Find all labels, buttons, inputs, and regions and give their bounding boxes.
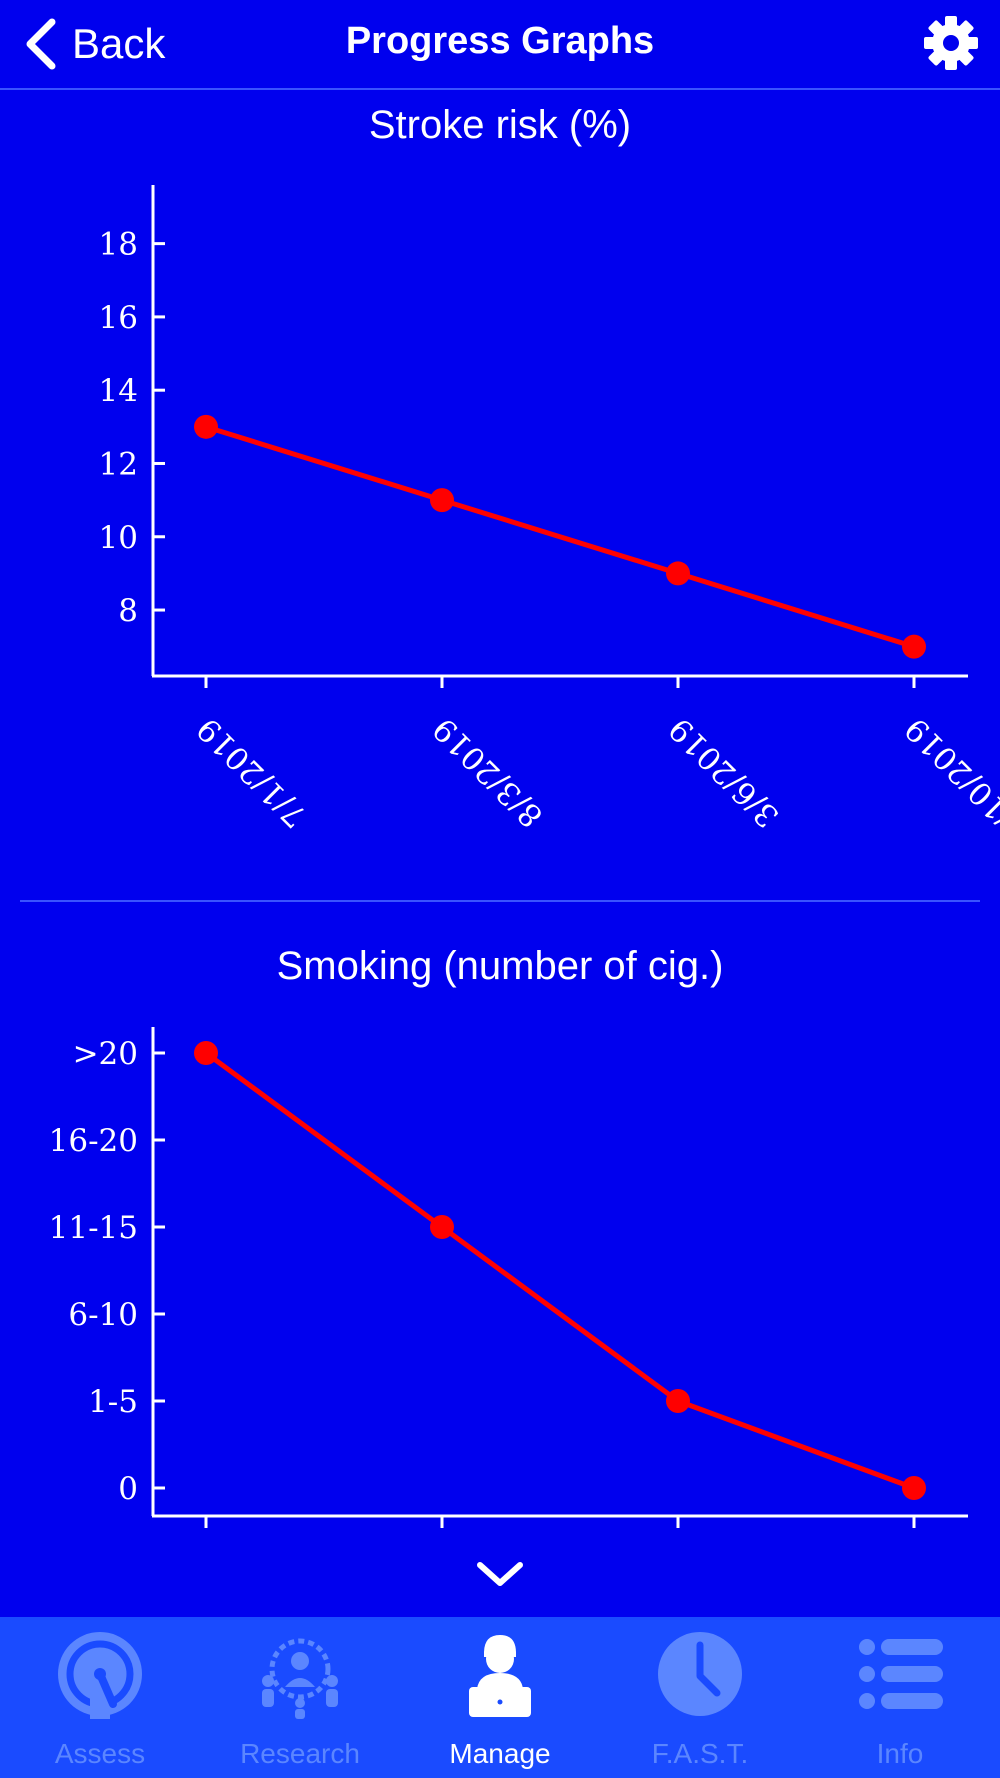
y-tick-label: >20	[73, 1036, 138, 1072]
section-divider	[20, 900, 980, 902]
navigation-bar: Back Progress Graphs	[0, 0, 1000, 90]
tab-fast[interactable]: F.A.S.T.	[600, 1617, 800, 1778]
chevron-down-icon[interactable]	[470, 1555, 530, 1595]
data-point[interactable]	[666, 1389, 690, 1413]
back-label: Back	[72, 20, 166, 67]
x-tick-label: 8/3/2019	[426, 710, 550, 834]
y-tick-label: 16	[99, 300, 138, 336]
gauge-icon	[58, 1632, 142, 1719]
tab-assess[interactable]: Assess	[0, 1617, 200, 1778]
tab-label: Assess	[54, 1738, 146, 1769]
clock-icon	[658, 1632, 742, 1716]
list-icon	[859, 1639, 943, 1709]
x-tick-label: 3/6/2019	[662, 710, 786, 834]
person-laptop-icon	[469, 1635, 531, 1717]
tab-info[interactable]: Info	[800, 1617, 1000, 1778]
y-tick-label: 8	[118, 593, 138, 629]
smoking-chart-title: Smoking (number of cig.)	[276, 944, 724, 988]
back-button[interactable]: Back	[22, 12, 165, 76]
y-tick-label: 6-10	[68, 1297, 138, 1333]
data-point[interactable]	[430, 488, 454, 513]
tab-label: Manage	[449, 1738, 551, 1769]
y-tick-label: 1-5	[88, 1384, 138, 1420]
tab-manage[interactable]: Manage	[400, 1617, 600, 1778]
y-tick-label: 11-15	[49, 1210, 138, 1246]
gear-icon[interactable]	[922, 14, 980, 72]
data-point[interactable]	[902, 1476, 926, 1500]
data-point[interactable]	[194, 414, 218, 439]
data-point[interactable]	[430, 1215, 454, 1239]
stroke-risk-chart: 8 10 12 14 16 18 7/1/2019 8/3/2019 3/6/2019 10/1…	[99, 185, 1000, 860]
stroke-risk-series-line	[205, 424, 915, 650]
data-point[interactable]	[666, 561, 690, 586]
tab-research[interactable]: Research	[200, 1617, 400, 1778]
y-tick-label: 12	[99, 446, 138, 482]
data-point[interactable]	[902, 634, 926, 659]
y-tick-label: 0	[118, 1471, 138, 1507]
tab-bar: Assess Research Manage F.A.S	[0, 1617, 1000, 1778]
x-tick-label: 10/10/2019	[898, 710, 1000, 860]
stroke-risk-chart-title: Stroke risk (%)	[368, 103, 632, 147]
x-tick-label: 7/1/2019	[190, 710, 314, 834]
y-tick-label: 18	[99, 227, 138, 263]
y-tick-label: 16-20	[49, 1123, 138, 1159]
tab-label: Research	[240, 1738, 360, 1769]
smoking-chart: 0 1-5 6-10 11-15 16-20 >20	[49, 1027, 968, 1528]
tab-label: Info	[876, 1738, 924, 1769]
smoking-series-line	[204, 1050, 915, 1491]
chevron-left-icon	[26, 18, 56, 70]
research-group-icon	[262, 1638, 338, 1719]
y-tick-label: 14	[99, 373, 138, 409]
tab-label: F.A.S.T.	[651, 1738, 749, 1769]
y-tick-label: 10	[99, 520, 138, 556]
data-point[interactable]	[194, 1041, 218, 1065]
